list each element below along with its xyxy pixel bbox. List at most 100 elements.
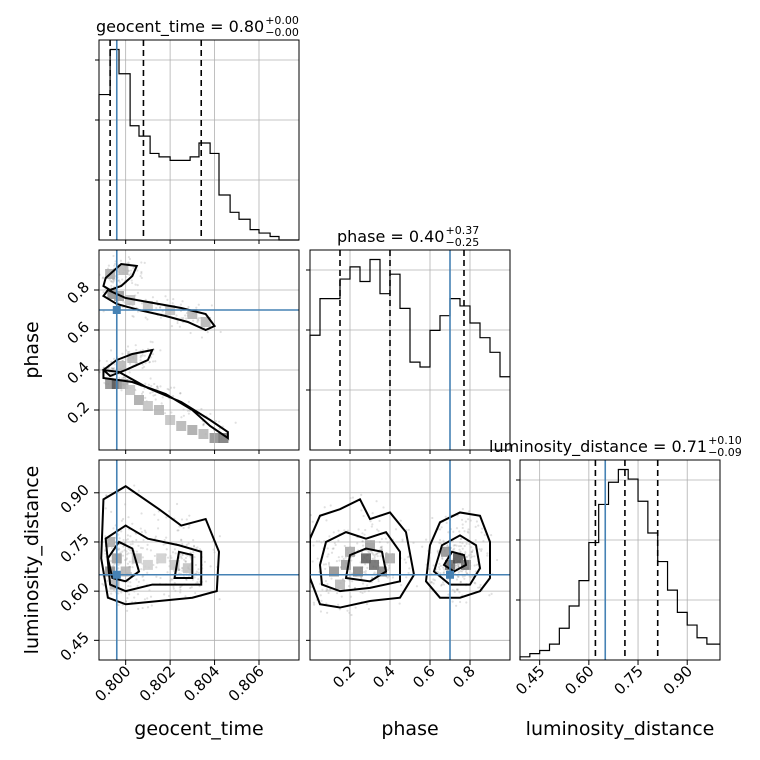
sample-point (464, 520, 467, 523)
sample-point (490, 592, 493, 595)
sample-point (112, 527, 115, 530)
sample-point (324, 567, 327, 571)
sample-point (127, 552, 130, 555)
sample-point (143, 387, 146, 390)
sample-point (495, 558, 499, 562)
sample-point (376, 555, 379, 558)
sample-point (148, 589, 151, 592)
contour-line (432, 534, 482, 586)
sample-point (475, 520, 479, 523)
sample-point (173, 386, 176, 389)
sample-point (137, 544, 140, 547)
sample-point (364, 572, 367, 575)
sample-point (102, 290, 105, 294)
sample-point (146, 318, 149, 321)
truth-marker (112, 570, 121, 579)
sample-point (327, 591, 330, 595)
sample-point (141, 556, 144, 559)
sample-point (441, 556, 444, 559)
title-plus-error: +0.00 (265, 14, 299, 27)
sample-point (94, 502, 96, 504)
sample-point (172, 587, 175, 590)
x-tick-label: 0.800 (91, 662, 134, 705)
sample-point (117, 279, 120, 282)
sample-point (110, 367, 113, 370)
contour-line (310, 498, 416, 609)
sample-point (219, 330, 222, 334)
sample-point (342, 557, 345, 561)
sample-point (166, 556, 170, 559)
sample-point (401, 538, 404, 541)
sample-point (357, 528, 360, 531)
sample-point (436, 550, 439, 554)
sample-point (490, 534, 493, 537)
sample-point (155, 575, 158, 578)
contour-line (106, 540, 141, 583)
sample-point (424, 538, 428, 541)
sample-point (477, 524, 480, 527)
sample-point (184, 560, 187, 563)
density-cell (187, 425, 198, 435)
sample-point (386, 576, 389, 579)
sample-point (136, 593, 140, 596)
sample-point (361, 532, 364, 535)
histogram-layer (98, 48, 720, 660)
sample-point (407, 528, 410, 531)
sample-point (437, 571, 440, 574)
sample-point (104, 535, 107, 538)
sample-point (180, 538, 183, 541)
density-cell (118, 265, 129, 275)
sample-point (202, 424, 205, 427)
sample-point (368, 551, 371, 554)
sample-point (194, 563, 197, 567)
sample-point (343, 529, 346, 532)
sample-point (444, 515, 447, 518)
sample-point (377, 578, 380, 581)
sample-point (311, 560, 314, 563)
sample-point (118, 281, 121, 284)
sample-point (456, 588, 459, 591)
sample-point (163, 538, 166, 542)
title-minus-error: −0.09 (708, 446, 742, 459)
sample-point (180, 317, 183, 320)
sample-point (146, 606, 150, 609)
sample-point (113, 562, 116, 566)
sample-point (332, 547, 335, 550)
sample-point (454, 564, 457, 567)
sample-point (334, 543, 337, 547)
sample-point (332, 531, 335, 534)
sample-point (474, 538, 477, 542)
sample-point (457, 571, 460, 574)
sample-point (193, 576, 196, 579)
x-tick-label: 0.8 (449, 662, 479, 692)
sample-point (407, 571, 410, 575)
density-cell (176, 421, 187, 431)
sample-point (126, 534, 129, 537)
sample-point (324, 579, 328, 583)
sample-point (322, 563, 326, 566)
sample-point (140, 261, 143, 264)
density-cell (107, 289, 118, 299)
sample-point (370, 525, 373, 528)
sample-point (328, 535, 331, 538)
sample-point (155, 566, 158, 569)
sample-point (473, 581, 476, 584)
sample-point (453, 544, 457, 547)
sample-point (197, 571, 200, 574)
sample-point (380, 545, 384, 548)
sample-point (151, 390, 154, 394)
y-tick-label: 0.45 (57, 628, 93, 664)
sample-point (137, 607, 140, 610)
sample-point (159, 306, 162, 309)
sample-point (403, 558, 406, 561)
sample-point (129, 585, 132, 588)
sample-point (459, 570, 462, 573)
sample-point (459, 600, 462, 604)
sample-point (312, 601, 316, 604)
sample-point (379, 555, 382, 558)
sample-point (141, 354, 144, 357)
contour-line (102, 262, 139, 292)
sample-point (457, 565, 460, 568)
density-cell (182, 563, 193, 574)
sample-point (457, 545, 461, 548)
